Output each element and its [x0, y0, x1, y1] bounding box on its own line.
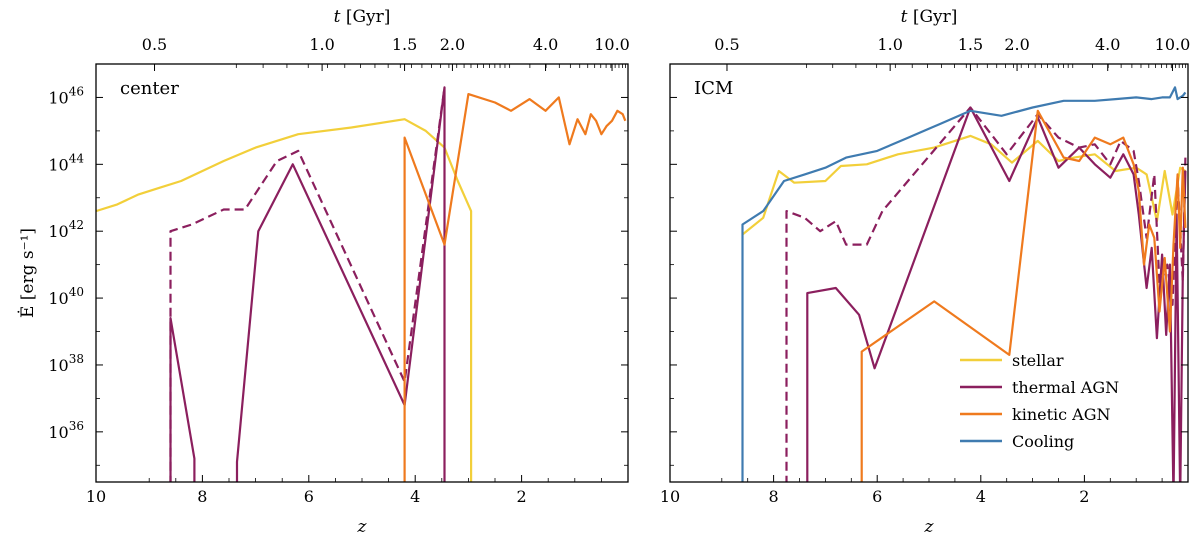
top-tick-label: 10.0 [594, 35, 630, 54]
x-tick-label: 8 [197, 487, 207, 506]
top-axis-label-var: t [901, 7, 908, 27]
y-tick-base: 10 [48, 222, 68, 241]
x-axis-label: z [357, 517, 368, 537]
top-tick-label: 1.5 [392, 35, 417, 54]
y-tick-base: 10 [48, 155, 68, 174]
y-tick-label: 1036 [48, 419, 84, 442]
y-tick-exp: 44 [69, 151, 85, 165]
panel-label: center [120, 78, 179, 99]
series-group [741, 86, 1187, 482]
x-tick-label: 6 [304, 487, 314, 506]
top-tick-label: 4.0 [533, 35, 558, 54]
top-tick-label: 0.5 [142, 35, 167, 54]
legend-label-thermal: thermal AGN [1012, 378, 1119, 397]
y-axis-label: Ė [erg s⁻¹] [17, 228, 38, 318]
thermal-dashed-line [169, 87, 446, 482]
kinetic-line [403, 93, 627, 482]
top-axis-label: t [Gyr] [901, 7, 958, 27]
x-tick-label: 10 [660, 487, 680, 506]
stellar-line [96, 118, 473, 482]
y-tick-exp: 40 [69, 285, 84, 299]
x-tick-label: 4 [410, 487, 420, 506]
thermal-line [806, 106, 1187, 482]
y-tick-label: 1044 [48, 151, 84, 174]
legend-label-cooling: Cooling [1012, 432, 1074, 451]
y-tick-base: 10 [48, 88, 68, 107]
top-tick-label: 1.0 [877, 35, 902, 54]
y-tick-label: 1038 [48, 352, 84, 375]
y-tick-base: 10 [48, 356, 68, 375]
x-tick-label: 6 [872, 487, 882, 506]
x-tick-label: 10 [86, 487, 106, 506]
y-tick-label: 1046 [48, 84, 84, 107]
top-axis-label: t [Gyr] [334, 7, 391, 27]
top-tick-label: 4.0 [1095, 35, 1120, 54]
panel-center: 10 8 6 4 2z0.5 1.0 1.5 2.0 4.0 10.0t [Gyr]1046104… [17, 7, 630, 537]
x-axis-label: z [924, 517, 935, 537]
top-tick-label: 2.0 [440, 35, 465, 54]
y-tick-label: 1042 [48, 218, 84, 241]
panel-icm: 10 8 6 4 2 z 0.5 1.0 1.5 2.0 4.0 10.0 t [Gyr] ICM stel… [660, 7, 1190, 537]
top-tick-label: 1.5 [958, 35, 983, 54]
series-group [96, 86, 627, 482]
top-axis-label-var: t [334, 7, 341, 27]
kinetic-line [860, 109, 1187, 482]
y-tick-exp: 46 [69, 84, 84, 98]
x-tick-label: 4 [976, 487, 986, 506]
y-tick-label: 1040 [48, 285, 84, 308]
stellar-line [741, 134, 1186, 236]
cooling-line [741, 86, 1187, 482]
panel-label: ICM [694, 78, 733, 99]
y-tick-base: 10 [48, 289, 68, 308]
top-axis-label-unit: [Gyr] [907, 7, 957, 27]
x-tick-label: 8 [769, 487, 779, 506]
x-tick-label: 2 [1079, 487, 1089, 506]
y-tick-exp: 36 [69, 419, 84, 433]
top-tick-label: 1.0 [309, 35, 334, 54]
thermal-line [235, 86, 446, 482]
top-tick-label: 0.5 [714, 35, 739, 54]
legend: stellar thermal AGN kinetic AGN Cooling [960, 351, 1119, 451]
y-tick-base: 10 [48, 423, 68, 442]
top-tick-label: 10.0 [1155, 35, 1191, 54]
legend-label-stellar: stellar [1012, 351, 1064, 370]
legend-label-kinetic: kinetic AGN [1012, 405, 1111, 424]
x-tick-label: 2 [517, 487, 527, 506]
thermal-line [169, 317, 196, 482]
top-axis-label-unit: [Gyr] [340, 7, 390, 27]
top-tick-label: 2.0 [1004, 35, 1029, 54]
y-tick-exp: 38 [69, 352, 84, 366]
y-tick-exp: 42 [69, 218, 84, 232]
